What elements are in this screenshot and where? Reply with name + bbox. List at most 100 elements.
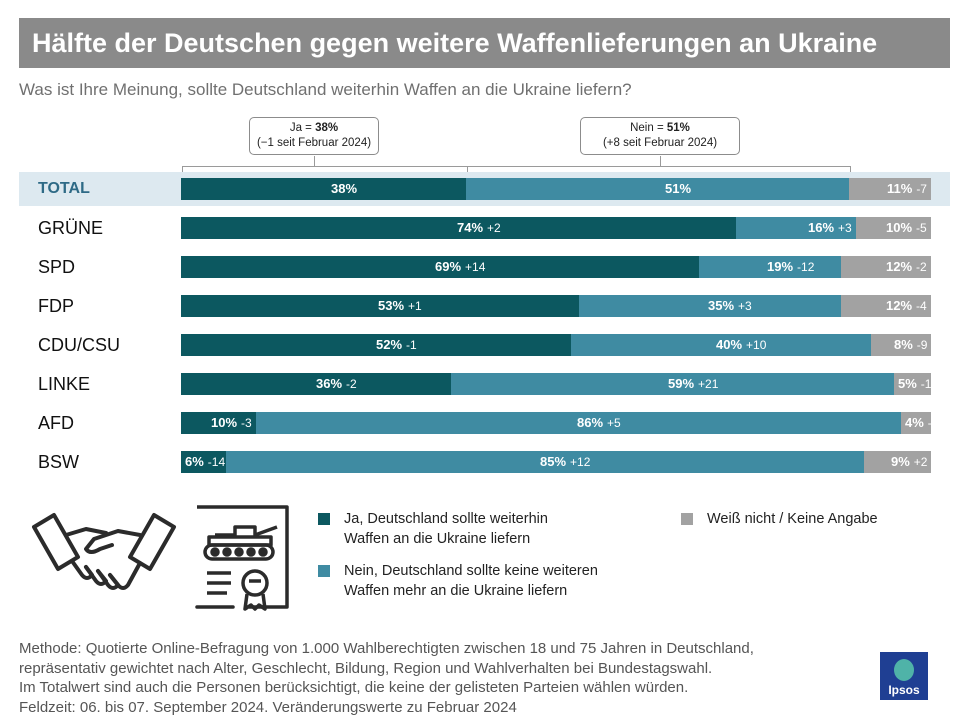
category-label-spd: SPD (38, 257, 76, 277)
category-label-fdp: FDP (38, 296, 74, 316)
nein-callout-change: (+8 seit Februar 2024) (602, 137, 718, 149)
data-label-change: +5 (607, 416, 621, 430)
data-label-value: 74% (457, 220, 484, 235)
nein-callout-value: 51% (666, 122, 690, 134)
ipsos-logo-text: Ipsos (888, 683, 920, 697)
data-label-value: 51% (665, 181, 692, 196)
bar-segment-nein (226, 451, 864, 473)
data-label-weiss: 11% -7 (887, 178, 927, 200)
legend-nein-line1: Nein, Deutschland sollte keine weiteren (344, 563, 598, 579)
category-label-cdu-csu: CDU/CSU (38, 335, 121, 355)
bar-segment-weiss (864, 451, 931, 473)
legend-swatch-weiss (681, 513, 693, 525)
category-label-linke: LINKE (38, 374, 91, 394)
bar-segment-weiss (901, 412, 931, 434)
data-label-nein: 85% +12 (540, 451, 590, 473)
bar-segment-ja (181, 334, 571, 356)
ja-callout-change: (−1 seit Februar 2024) (256, 137, 372, 149)
footer-line-3: Im Totalwert sind auch die Personen berü… (19, 679, 689, 696)
data-label-ja: 53% +1 (378, 295, 422, 317)
nein-bracket (467, 166, 851, 175)
data-label-value: 6% (185, 454, 204, 469)
data-label-nein: 51% (665, 178, 691, 200)
data-label-weiss: 10% -5 (886, 217, 927, 239)
data-label-weiss: 12% -2 (886, 256, 927, 278)
data-label-nein: 16% +3 (808, 217, 852, 239)
bar-segment-ja (181, 412, 256, 434)
data-label-nein: 86% +5 (577, 412, 621, 434)
chart-subtitle: Was ist Ihre Meinung, sollte Deutschland… (19, 80, 632, 99)
bar-segment-nein (699, 256, 841, 278)
bar-row-linke: 36% -2 59% +21 5% -19 (181, 373, 938, 395)
data-label-change: +21 (698, 377, 719, 391)
data-label-value: 59% (668, 376, 695, 391)
bar-segment-ja (181, 217, 736, 239)
data-label-value: 40% (716, 337, 743, 352)
legend-nein-line2: Waffen mehr an die Ukraine liefern (344, 583, 568, 599)
data-label-change: -4 (916, 299, 927, 313)
bar-segment-ja (181, 295, 579, 317)
data-label-ja: 10% -3 (211, 412, 252, 434)
bar-segment-nein (579, 295, 841, 317)
legend-weiss: Weiß nicht / Keine Angabe (707, 511, 878, 527)
data-label-weiss: 8% -9 (894, 334, 927, 356)
data-label-value: 35% (708, 298, 735, 313)
bar-segment-weiss (841, 256, 931, 278)
data-label-change: -14 (207, 455, 226, 469)
data-label-ja: 6% -14 (185, 451, 225, 473)
bar-row-spd: 69% +14 19% -12 12% -2 (181, 256, 931, 278)
category-label-bsw: BSW (38, 452, 80, 472)
bar-segment-weiss (849, 178, 931, 200)
ja-callout: Ja = 38% (−1 seit Februar 2024) (249, 117, 379, 155)
bar-segment-ja (181, 178, 466, 200)
data-label-value: 10% (211, 415, 238, 430)
data-label-value: 38% (331, 181, 358, 196)
data-label-change: +10 (746, 338, 767, 352)
data-label-value: 16% (808, 220, 835, 235)
data-label-change: -19 (920, 377, 939, 391)
bar-segment-nein (571, 334, 871, 356)
data-label-value: 52% (376, 337, 403, 352)
data-label-change: -2 (916, 260, 927, 274)
data-label-value: 36% (316, 376, 343, 391)
data-label-value: 11% (887, 181, 913, 196)
footer-line-2: repräsentativ gewichtet nach Alter, Gesc… (19, 659, 713, 677)
data-label-change: -2 (927, 416, 939, 430)
data-label-value: 8% (894, 337, 913, 352)
category-label-grüne: GRÜNE (38, 218, 104, 238)
bar-row-afd: 10% -3 86% +5 4% -2 (181, 412, 938, 434)
data-label-change: -7 (916, 182, 927, 196)
bar-segment-ja (181, 451, 226, 473)
legend-nein: Nein, Deutschland sollte keine weiteren … (344, 561, 598, 601)
data-label-change: -5 (916, 221, 927, 235)
data-label-ja: 38% (331, 178, 357, 200)
ipsos-logo: Ipsos (880, 652, 928, 700)
nein-callout: Nein = 51% (+8 seit Februar 2024) (580, 117, 740, 155)
data-label-nein: 59% +21 (668, 373, 718, 395)
data-label-change: -9 (916, 338, 928, 352)
bar-segment-nein (466, 178, 849, 200)
data-label-ja: 69% +14 (435, 256, 485, 278)
bar-row-cdu-csu: 52% -1 40% +10 8% -9 (181, 334, 931, 356)
bar-segment-weiss (841, 295, 931, 317)
data-label-value: 9% (891, 454, 910, 469)
bar-segment-nein (256, 412, 901, 434)
legend-swatch-nein (318, 565, 330, 577)
data-label-value: 12% (886, 298, 913, 313)
bar-segment-weiss (894, 373, 931, 395)
bar-segment-nein (451, 373, 894, 395)
data-label-value: 86% (577, 415, 604, 430)
bar-segment-weiss (871, 334, 931, 356)
data-label-change: -12 (797, 260, 815, 274)
data-label-ja: 36% -2 (316, 373, 357, 395)
footer-line-4: Feldzeit: 06. bis 07. September 2024. Ve… (19, 698, 517, 716)
nein-callout-prefix: Nein = (630, 122, 667, 134)
data-label-value: 53% (378, 298, 405, 313)
handshake-icon (32, 513, 176, 590)
page-title: Hälfte der Deutschen gegen weitere Waffe… (19, 18, 950, 68)
bar-segment-ja (181, 373, 451, 395)
data-label-change: -1 (406, 338, 417, 352)
data-label-value: 19% (767, 259, 794, 274)
footer-line-1: Methode: Quotierte Online-Befragung von … (19, 640, 754, 657)
data-label-weiss: 5% -19 (898, 373, 938, 395)
